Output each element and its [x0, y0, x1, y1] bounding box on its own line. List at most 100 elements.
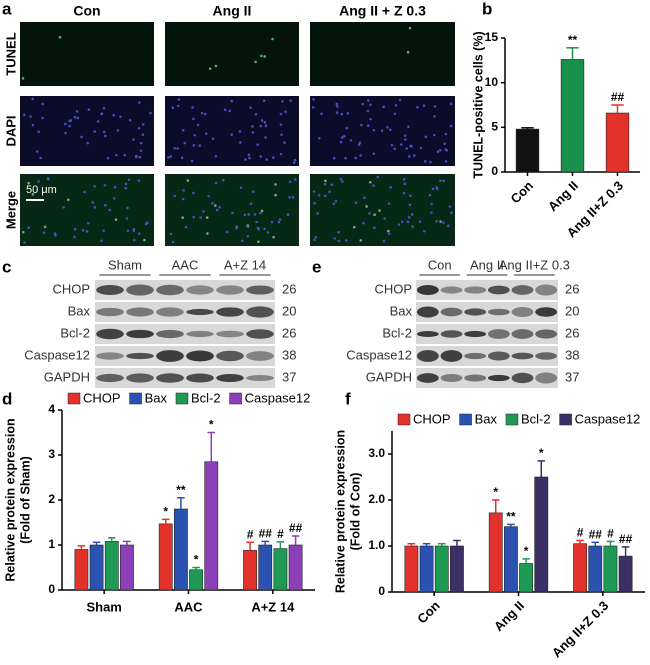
nucleus — [93, 130, 97, 133]
micrograph — [165, 22, 299, 86]
y-axis-label: (Fold of Con) — [348, 473, 362, 551]
nucleus — [332, 156, 336, 160]
nucleus — [100, 239, 103, 243]
nucleus — [184, 225, 188, 229]
nucleus — [419, 146, 423, 150]
nucleus — [443, 142, 446, 146]
nucleus — [177, 98, 181, 101]
nucleus — [73, 115, 77, 119]
nucleus — [145, 221, 149, 224]
blot-band — [535, 284, 558, 296]
nucleus — [93, 185, 96, 188]
nucleus — [31, 97, 35, 101]
blot-band — [186, 373, 214, 383]
nucleus — [239, 141, 242, 144]
panel-label: f — [345, 389, 351, 408]
nucleus — [173, 194, 177, 198]
nucleus — [182, 189, 185, 192]
blot-band — [511, 285, 534, 295]
nucleus — [312, 98, 315, 101]
nucleus — [436, 187, 439, 191]
blot-band — [156, 284, 184, 296]
kda-label: 20 — [565, 303, 579, 318]
y-tick-label: 1.0 — [368, 538, 385, 552]
nucleus — [73, 227, 77, 231]
nucleus — [320, 112, 323, 116]
kda-label: 38 — [565, 347, 579, 362]
blot-band — [511, 307, 534, 317]
significance-mark: # — [607, 527, 614, 541]
nucleus — [360, 123, 363, 127]
panel-label: d — [2, 389, 12, 408]
y-tick-label: 0 — [378, 584, 385, 598]
nucleus — [382, 105, 386, 109]
nucleus — [450, 211, 453, 215]
y-axis-label: Relative protein expression — [3, 418, 17, 581]
nucleus — [423, 160, 427, 163]
bar — [515, 128, 540, 173]
nucleus — [394, 104, 398, 107]
nucleus — [337, 239, 341, 243]
bar — [89, 544, 104, 591]
blot-band — [96, 285, 124, 295]
nucleus — [339, 177, 343, 181]
nucleus — [124, 182, 128, 186]
nucleus — [342, 134, 346, 138]
nucleus — [369, 103, 372, 107]
nucleus — [133, 238, 136, 242]
blot-strip — [416, 302, 558, 322]
nucleus — [202, 210, 205, 213]
nucleus — [368, 180, 372, 184]
nucleus — [363, 196, 366, 200]
significance-mark: # — [577, 526, 584, 540]
nucleus — [449, 124, 453, 128]
nucleus — [262, 99, 266, 102]
nucleus — [352, 225, 356, 229]
y-tick-label: 4 — [48, 402, 55, 416]
nucleus — [80, 135, 83, 139]
nucleus — [270, 220, 274, 224]
nucleus — [430, 202, 433, 206]
micrograph — [20, 96, 154, 166]
nucleus — [102, 106, 106, 110]
nucleus — [251, 125, 254, 128]
nucleus — [54, 233, 57, 237]
nucleus — [191, 106, 194, 109]
nucleus — [76, 116, 80, 120]
blot-band — [511, 352, 534, 360]
blot-band — [96, 373, 124, 383]
nucleus — [407, 125, 410, 129]
nucleus — [264, 136, 267, 139]
nucleus — [344, 239, 348, 242]
blot-band — [416, 350, 439, 362]
blot-band — [246, 306, 274, 318]
nucleus — [244, 158, 247, 161]
x-tick-label: A+Z 14 — [251, 599, 295, 614]
nucleus — [318, 136, 321, 140]
lane-group-label: Sham — [108, 257, 142, 272]
nucleus — [292, 161, 296, 164]
nucleus — [73, 235, 76, 239]
nucleus — [438, 148, 442, 152]
nucleus — [263, 55, 266, 58]
nucleus — [330, 183, 334, 187]
nucleus — [439, 220, 442, 223]
x-tick-label: Sham — [86, 599, 121, 614]
y-tick-label: 0 — [48, 582, 55, 596]
nucleus — [214, 64, 218, 68]
y-axis-label: (Fold of Sham) — [18, 456, 32, 544]
nucleus — [442, 221, 445, 224]
blot-band — [464, 286, 487, 294]
nucleus — [132, 138, 135, 141]
nucleus — [93, 206, 97, 209]
panel-label: c — [2, 257, 11, 276]
nucleus — [389, 186, 393, 189]
nucleus — [87, 221, 90, 225]
nucleus — [211, 201, 214, 205]
nucleus — [167, 156, 170, 159]
nucleus — [190, 159, 194, 163]
nucleus — [171, 240, 175, 244]
nucleus — [96, 120, 100, 123]
protein-label: Bax — [68, 303, 91, 318]
legend-label: CHOP — [413, 411, 451, 426]
